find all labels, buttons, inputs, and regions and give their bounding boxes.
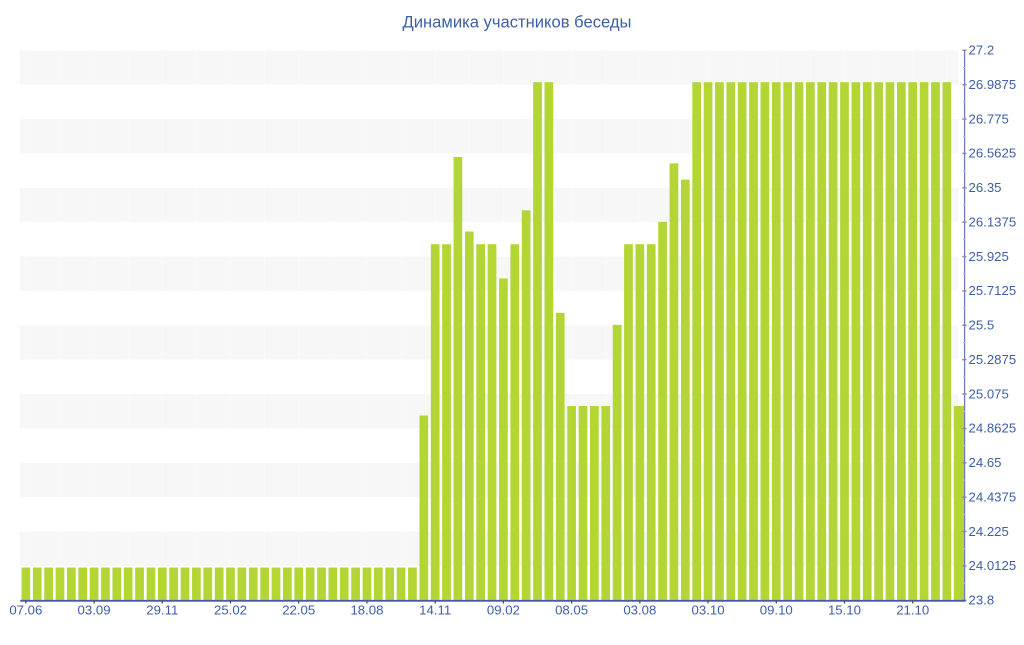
svg-text:14.11: 14.11 [419,602,451,617]
svg-text:15.10: 15.10 [828,602,861,617]
svg-text:03.09: 03.09 [78,602,111,617]
svg-text:24.8625: 24.8625 [969,421,1017,436]
svg-text:25.2875: 25.2875 [969,352,1017,367]
svg-text:24.65: 24.65 [969,455,1002,470]
svg-text:26.1375: 26.1375 [969,214,1017,229]
svg-text:27.2: 27.2 [969,43,995,58]
svg-text:07.06: 07.06 [9,602,42,617]
svg-text:21.10: 21.10 [896,602,929,617]
svg-text:25.075: 25.075 [969,386,1009,401]
svg-text:26.9875: 26.9875 [969,77,1017,92]
svg-text:26.5625: 26.5625 [969,146,1017,161]
svg-text:24.225: 24.225 [969,524,1009,539]
svg-text:24.4375: 24.4375 [969,489,1017,504]
svg-text:23.8: 23.8 [969,593,995,608]
svg-text:03.08: 03.08 [623,602,656,617]
svg-text:25.02: 25.02 [214,602,247,617]
svg-text:09.10: 09.10 [760,602,793,617]
svg-text:29.11: 29.11 [146,602,178,617]
svg-text:03.10: 03.10 [692,602,725,617]
svg-text:18.08: 18.08 [350,602,383,617]
svg-text:24.0125: 24.0125 [969,558,1017,573]
svg-text:08.05: 08.05 [555,602,588,617]
svg-text:09.02: 09.02 [487,602,520,617]
svg-text:22.05: 22.05 [282,602,315,617]
svg-text:Динамика участников беседы: Динамика участников беседы [403,12,632,31]
svg-text:26.35: 26.35 [969,180,1002,195]
svg-text:25.7125: 25.7125 [969,283,1017,298]
svg-text:25.925: 25.925 [969,249,1009,264]
svg-text:26.775: 26.775 [969,111,1009,126]
svg-text:25.5: 25.5 [969,318,995,333]
